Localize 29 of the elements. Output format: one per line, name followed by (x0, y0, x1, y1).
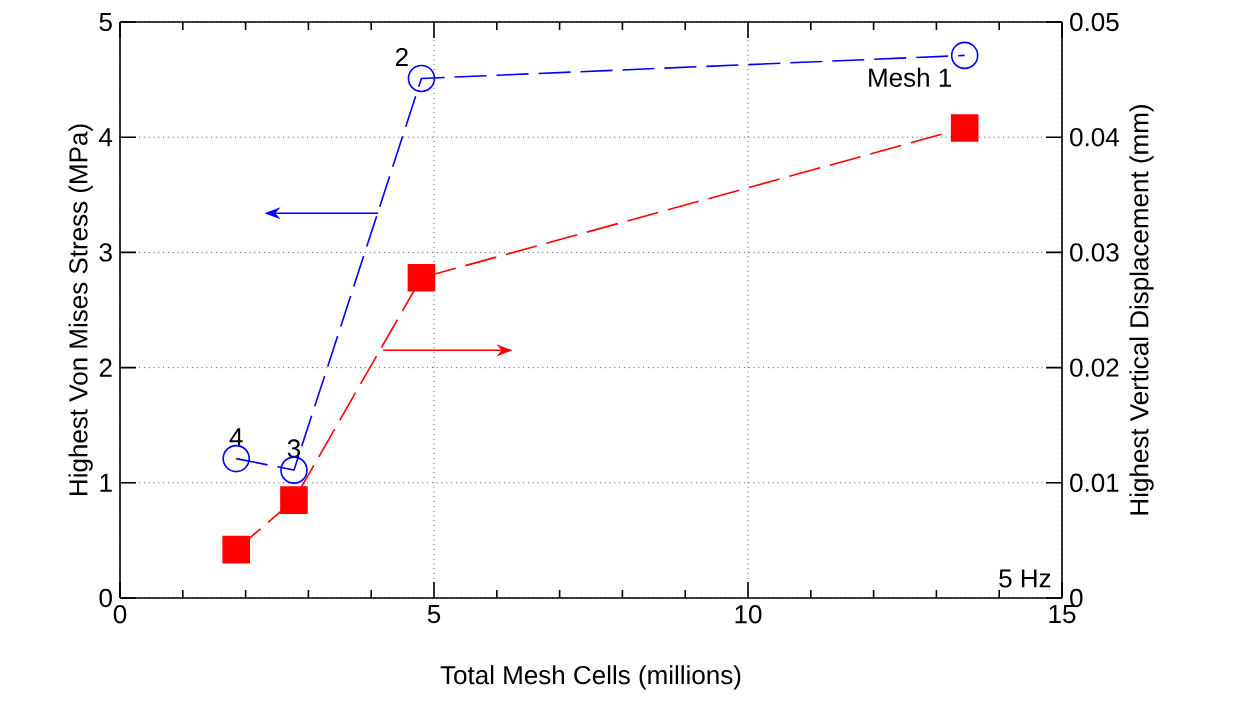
point (950, 114, 979, 142)
y-tick-label: 3 (99, 243, 112, 262)
x-tick-label: 10 (735, 605, 762, 624)
y-tick-label: 2 (99, 358, 112, 377)
point (407, 263, 436, 292)
point (950, 41, 979, 70)
y2-tick-label: 0.02 (1070, 358, 1119, 377)
y2-tick-label: 0.04 (1070, 128, 1119, 147)
annotation: 3 (287, 439, 301, 458)
y2-tick-label: 0.05 (1070, 12, 1119, 32)
point (280, 486, 308, 514)
annotation: 4 (229, 428, 243, 447)
y2-axis-title: Highest Vertical Displacement (mm) (1129, 105, 1154, 515)
point (407, 64, 436, 93)
annotation: 5 Hz (999, 569, 1051, 588)
y-tick-label: 4 (99, 128, 113, 147)
y-tick-label: 0 (99, 588, 112, 608)
y2-tick-label: 0.01 (1070, 473, 1119, 492)
y-tick-label: 1 (100, 473, 112, 492)
y-tick-label: 5 (99, 12, 112, 32)
point (280, 456, 308, 484)
y2-tick-label: 0.03 (1070, 243, 1119, 262)
point (222, 535, 250, 564)
annotation: 2 (395, 47, 408, 67)
annotation: Mesh 1 (869, 67, 951, 87)
x-axis-title: Total Mesh Cells (millions) (440, 665, 741, 690)
y-axis-title: Highest Von Mises Stress (MPa) (68, 124, 93, 495)
x-tick-label: 5 (427, 605, 441, 624)
x-tick-label: 0 (113, 605, 127, 624)
